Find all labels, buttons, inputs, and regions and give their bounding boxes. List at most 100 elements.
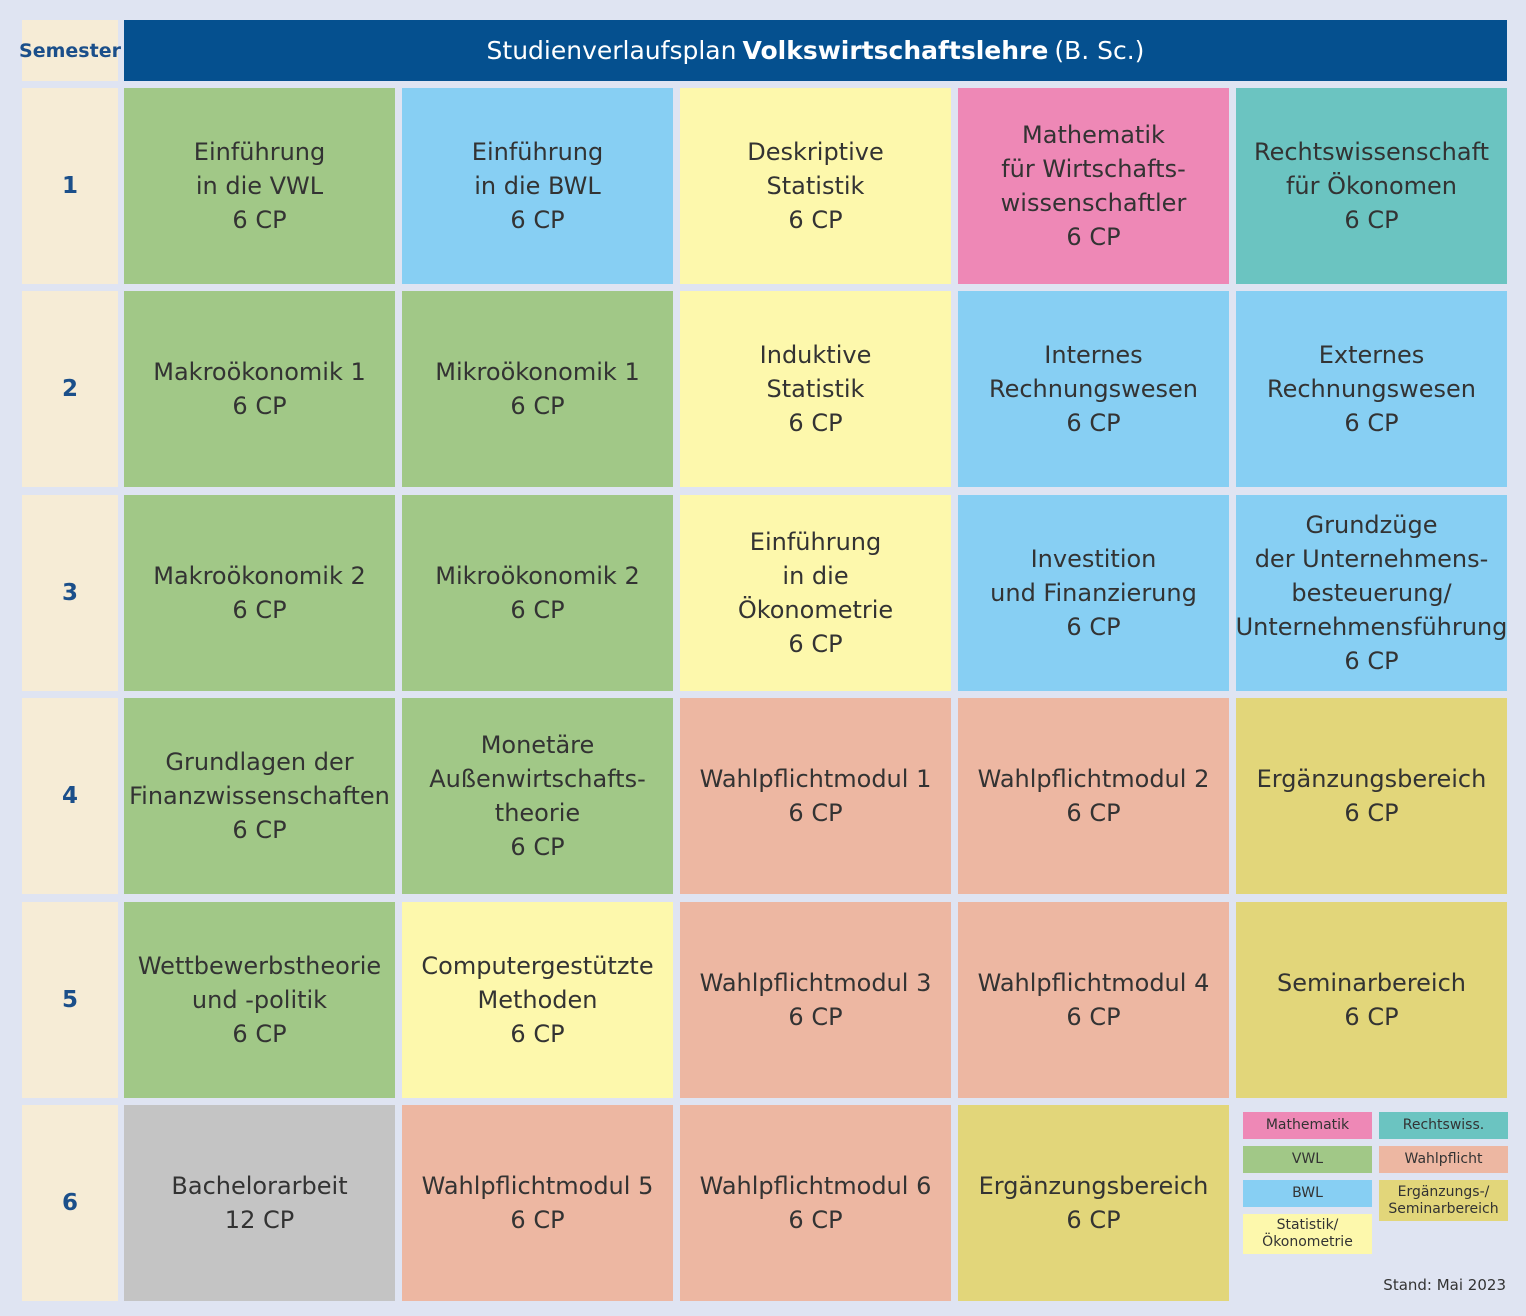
module-cell: Induktive Statistik 6 CP — [680, 291, 951, 487]
module-credits: 6 CP — [1066, 409, 1121, 437]
module-credits: 12 CP — [224, 1206, 295, 1234]
module-cell: Internes Rechnungswesen 6 CP — [958, 291, 1229, 487]
page-title: Studienverlaufsplan Volkswirtschaftslehr… — [124, 20, 1507, 81]
legend-item-mathematik: Mathematik — [1243, 1112, 1372, 1139]
title-degree: (B. Sc.) — [1054, 36, 1145, 65]
module-cell: Ergänzungsbereich 6 CP — [958, 1105, 1229, 1301]
legend-item-wahlpflicht: Wahlpflicht — [1379, 1146, 1508, 1173]
module-name: Ergänzungsbereich — [1256, 765, 1487, 793]
module-credits: 6 CP — [232, 816, 287, 844]
module-name: Makroökonomik 2 — [153, 562, 366, 590]
module-name: Investition und Finanzierung — [990, 545, 1197, 607]
module-credits: 6 CP — [510, 392, 565, 420]
module-cell: Grundzüge der Unternehmens- besteuerung/… — [1236, 495, 1507, 691]
module-name: Mikroökonomik 1 — [435, 358, 640, 386]
module-name: Externes Rechnungswesen — [1266, 341, 1476, 403]
module-credits: 6 CP — [788, 799, 843, 827]
module-name: Grundlagen der Finanzwissenschaften — [129, 748, 390, 810]
module-credits: 6 CP — [1344, 206, 1399, 234]
module-cell: Mikroökonomik 2 6 CP — [402, 495, 673, 691]
module-cell: Makroökonomik 2 6 CP — [124, 495, 395, 691]
module-credits: 6 CP — [788, 630, 843, 658]
semester-number: 5 — [22, 902, 118, 1098]
module-cell: Wahlpflichtmodul 2 6 CP — [958, 698, 1229, 894]
module-name: Internes Rechnungswesen — [988, 341, 1198, 403]
module-cell: Einführung in die BWL 6 CP — [402, 88, 673, 284]
module-name: Einführung in die Ökonometrie — [737, 528, 894, 624]
semester-number: 1 — [22, 88, 118, 284]
module-cell: Einführung in die Ökonometrie 6 CP — [680, 495, 951, 691]
title-prefix: Studienverlaufsplan — [486, 36, 737, 65]
legend-item-rechtswiss: Rechtswiss. — [1379, 1112, 1508, 1139]
module-cell: Deskriptive Statistik 6 CP — [680, 88, 951, 284]
title-program: Volkswirtschaftslehre — [742, 36, 1049, 65]
semester-number: 4 — [22, 698, 118, 894]
module-cell: Mathematik für Wirtschafts- wissenschaft… — [958, 88, 1229, 284]
module-credits: 6 CP — [788, 206, 843, 234]
module-name: Einführung in die VWL — [193, 138, 326, 200]
legend-item-statistik: Statistik/ Ökonometrie — [1243, 1214, 1372, 1254]
module-credits: 6 CP — [788, 1206, 843, 1234]
module-cell: Wettbewerbstheorie und -politik 6 CP — [124, 902, 395, 1098]
module-cell: Mikroökonomik 1 6 CP — [402, 291, 673, 487]
module-cell: Bachelorarbeit 12 CP — [124, 1105, 395, 1301]
module-cell: Wahlpflichtmodul 1 6 CP — [680, 698, 951, 894]
module-name: Wahlpflichtmodul 4 — [977, 969, 1210, 997]
module-credits: 6 CP — [232, 1020, 287, 1048]
module-cell: Einführung in die VWL 6 CP — [124, 88, 395, 284]
module-cell: Makroökonomik 1 6 CP — [124, 291, 395, 487]
module-name: Ergänzungsbereich — [978, 1172, 1209, 1200]
module-credits: 6 CP — [510, 206, 565, 234]
module-credits: 6 CP — [1066, 799, 1121, 827]
module-cell: Ergänzungsbereich 6 CP — [1236, 698, 1507, 894]
module-credits: 6 CP — [1066, 613, 1121, 641]
module-name: Rechtswissenschaft für Ökonomen — [1253, 138, 1490, 200]
module-credits: 6 CP — [1344, 409, 1399, 437]
module-cell: Investition und Finanzierung 6 CP — [958, 495, 1229, 691]
module-credits: 6 CP — [510, 596, 565, 624]
module-credits: 6 CP — [788, 1003, 843, 1031]
module-name: Makroökonomik 1 — [153, 358, 366, 386]
module-cell: Rechtswissenschaft für Ökonomen 6 CP — [1236, 88, 1507, 284]
module-credits: 6 CP — [232, 206, 287, 234]
module-credits: 6 CP — [510, 1020, 565, 1048]
legend-item-ergaenzung: Ergänzungs-/ Seminarbereich — [1379, 1180, 1508, 1221]
module-name: Monetäre Außenwirtschafts- theorie — [429, 731, 646, 827]
module-credits: 6 CP — [788, 409, 843, 437]
module-cell: Monetäre Außenwirtschafts- theorie 6 CP — [402, 698, 673, 894]
module-name: Wahlpflichtmodul 5 — [421, 1172, 654, 1200]
module-name: Mikroökonomik 2 — [435, 562, 640, 590]
legend-item-vwl: VWL — [1243, 1146, 1372, 1173]
module-name: Wettbewerbstheorie und -politik — [137, 952, 382, 1014]
module-credits: 6 CP — [1344, 799, 1399, 827]
module-name: Einführung in die BWL — [471, 138, 604, 200]
module-name: Wahlpflichtmodul 2 — [977, 765, 1210, 793]
module-name: Deskriptive Statistik — [747, 138, 884, 200]
module-cell: Wahlpflichtmodul 4 6 CP — [958, 902, 1229, 1098]
module-cell: Seminarbereich 6 CP — [1236, 902, 1507, 1098]
module-credits: 6 CP — [232, 596, 287, 624]
module-credits: 6 CP — [1344, 1003, 1399, 1031]
legend-item-bwl: BWL — [1243, 1180, 1372, 1207]
module-cell: Externes Rechnungswesen 6 CP — [1236, 291, 1507, 487]
module-name: Wahlpflichtmodul 6 — [699, 1172, 932, 1200]
module-cell: Wahlpflichtmodul 3 6 CP — [680, 902, 951, 1098]
module-name: Wahlpflichtmodul 1 — [699, 765, 932, 793]
module-name: Seminarbereich — [1276, 969, 1466, 997]
module-credits: 6 CP — [1066, 1003, 1121, 1031]
module-credits: 6 CP — [510, 833, 565, 861]
module-name: Induktive Statistik — [759, 341, 872, 403]
module-name: Wahlpflichtmodul 3 — [699, 969, 932, 997]
module-name: Mathematik für Wirtschafts- wissenschaft… — [1000, 121, 1187, 217]
module-credits: 6 CP — [1066, 1206, 1121, 1234]
module-credits: 6 CP — [232, 392, 287, 420]
semester-number: 3 — [22, 495, 118, 691]
module-cell: Wahlpflichtmodul 5 6 CP — [402, 1105, 673, 1301]
module-name: Computergestützte Methoden — [421, 952, 654, 1014]
module-credits: 6 CP — [1344, 647, 1399, 675]
module-name: Bachelorarbeit — [171, 1172, 348, 1200]
stand-date: Stand: Mai 2023 — [1383, 1276, 1506, 1294]
module-cell: Grundlagen der Finanzwissenschaften 6 CP — [124, 698, 395, 894]
module-credits: 6 CP — [1066, 223, 1121, 251]
module-credits: 6 CP — [510, 1206, 565, 1234]
